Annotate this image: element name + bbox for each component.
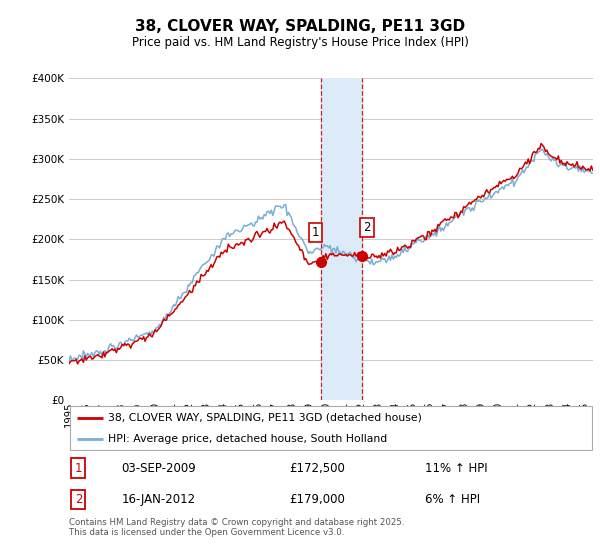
Text: HPI: Average price, detached house, South Holland: HPI: Average price, detached house, Sout… — [108, 435, 388, 444]
Text: £179,000: £179,000 — [289, 493, 345, 506]
Text: 2: 2 — [363, 221, 371, 234]
FancyBboxPatch shape — [70, 406, 592, 450]
Text: 38, CLOVER WAY, SPALDING, PE11 3GD: 38, CLOVER WAY, SPALDING, PE11 3GD — [135, 19, 465, 34]
Text: 1: 1 — [312, 226, 319, 239]
Text: £172,500: £172,500 — [289, 461, 345, 475]
Text: 2: 2 — [74, 493, 82, 506]
Text: 38, CLOVER WAY, SPALDING, PE11 3GD (detached house): 38, CLOVER WAY, SPALDING, PE11 3GD (deta… — [108, 413, 422, 423]
Text: 16-JAN-2012: 16-JAN-2012 — [121, 493, 196, 506]
Text: 1: 1 — [74, 461, 82, 475]
Text: Price paid vs. HM Land Registry's House Price Index (HPI): Price paid vs. HM Land Registry's House … — [131, 36, 469, 49]
Text: Contains HM Land Registry data © Crown copyright and database right 2025.
This d: Contains HM Land Registry data © Crown c… — [69, 518, 404, 538]
Text: 03-SEP-2009: 03-SEP-2009 — [121, 461, 196, 475]
Text: 6% ↑ HPI: 6% ↑ HPI — [425, 493, 481, 506]
Text: 11% ↑ HPI: 11% ↑ HPI — [425, 461, 488, 475]
Bar — [321, 78, 362, 400]
